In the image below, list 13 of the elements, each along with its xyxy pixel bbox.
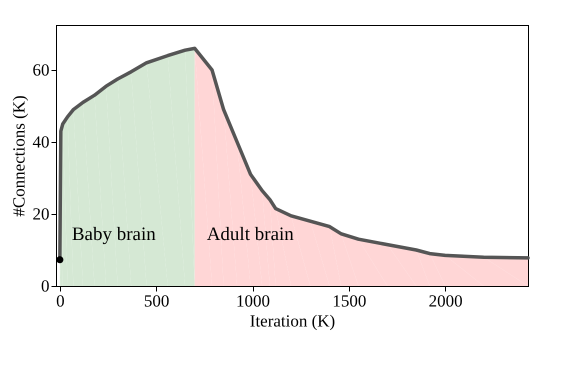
y-tick-label: 40: [32, 132, 50, 152]
y-tick-label: 60: [32, 60, 50, 80]
x-tick-label: 1500: [332, 292, 366, 310]
x-tick-label: 2000: [428, 292, 463, 310]
series-label: Baby brain: [72, 224, 156, 245]
y-tick-label: 0: [41, 276, 50, 296]
x-tick-label: 0: [56, 292, 65, 310]
x-axis-title: Iteration (K): [250, 312, 336, 330]
y-axis-title: #Connections (K): [10, 95, 28, 217]
x-tick-label: 1000: [236, 292, 270, 310]
series-label: Adult brain: [206, 224, 294, 245]
x-tick-label: 500: [144, 292, 170, 310]
y-tick-label: 20: [32, 204, 50, 224]
